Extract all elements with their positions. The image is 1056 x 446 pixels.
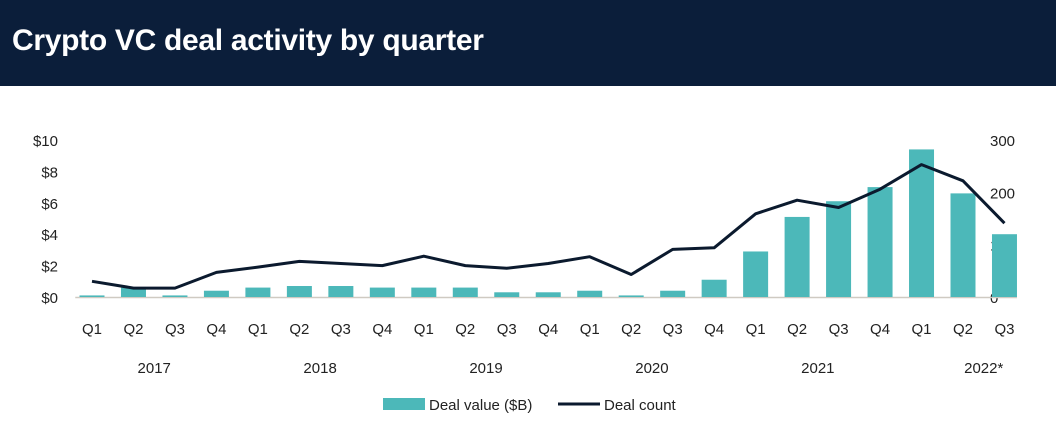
- line-deal-count: [91, 163, 1006, 290]
- bar-deal-value: [867, 187, 893, 297]
- chart-title: Crypto VC deal activity by quarter: [12, 24, 484, 57]
- bar-deal-value: [79, 295, 105, 297]
- bar-deal-value: [411, 287, 437, 297]
- x-tick-label-quarter: Q1: [82, 321, 102, 338]
- left-axis-tick-label: $4: [41, 227, 58, 244]
- bar-deal-value: [286, 286, 312, 297]
- bar-deal-value: [369, 287, 395, 297]
- left-axis-tick-label: $2: [41, 259, 58, 276]
- bar-deal-value: [535, 292, 561, 297]
- x-tick-label-quarter: Q3: [663, 321, 683, 338]
- bar-deal-value: [162, 295, 188, 297]
- x-tick-label-quarter: Q4: [372, 321, 392, 338]
- legend-swatch-deal-value: [383, 398, 425, 410]
- x-tick-label-quarter: Q4: [538, 321, 558, 338]
- x-tick-label-quarter: Q2: [455, 321, 475, 338]
- legend-label-deal-count: Deal count: [604, 397, 677, 414]
- bar-deal-value: [743, 251, 769, 297]
- x-tick-label-quarter: Q2: [953, 321, 973, 338]
- x-tick-label-year: 2020: [635, 360, 668, 377]
- bar-deal-value: [328, 286, 354, 297]
- x-tick-label-quarter: Q2: [123, 321, 143, 338]
- x-tick-label-year: 2019: [469, 360, 502, 377]
- bar-deal-value: [245, 287, 271, 297]
- x-tick-label-quarter: Q1: [912, 321, 932, 338]
- left-axis-tick-label: $6: [41, 196, 58, 213]
- x-tick-label-quarter: Q2: [621, 321, 641, 338]
- x-tick-label-quarter: Q1: [248, 321, 268, 338]
- x-tick-label-quarter: Q4: [206, 321, 226, 338]
- bar-deal-value: [991, 234, 1017, 297]
- left-axis-tick-label: $10: [33, 133, 58, 150]
- bar-deal-value: [452, 287, 478, 297]
- right-axis-tick-label: 300: [990, 133, 1015, 150]
- bar-deal-value: [577, 290, 603, 297]
- x-tick-label-quarter: Q4: [870, 321, 890, 338]
- bar-deal-value: [784, 216, 810, 297]
- x-tick-label-quarter: Q3: [994, 321, 1014, 338]
- left-axis-tick-label: $8: [41, 164, 58, 181]
- x-tick-label-quarter: Q3: [497, 321, 517, 338]
- x-tick-label-quarter: Q1: [414, 321, 434, 338]
- x-tick-label-year: 2022*: [964, 360, 1003, 377]
- x-tick-label-quarter: Q1: [580, 321, 600, 338]
- right-axis-tick-label: 0: [990, 290, 998, 307]
- x-tick-label-quarter: Q2: [289, 321, 309, 338]
- bar-deal-value: [618, 295, 644, 297]
- x-tick-label-quarter: Q3: [829, 321, 849, 338]
- x-tick-label-quarter: Q3: [331, 321, 351, 338]
- legend-label-deal-value: Deal value ($B): [429, 397, 532, 414]
- x-tick-label-year: 2021: [801, 360, 834, 377]
- header-banner: Crypto VC deal activity by quarter: [0, 0, 1056, 86]
- bar-deal-value: [701, 279, 727, 297]
- bar-deal-value: [120, 287, 146, 297]
- x-tick-label-quarter: Q3: [165, 321, 185, 338]
- bar-deal-value: [950, 193, 976, 297]
- x-tick-label-quarter: Q4: [704, 321, 724, 338]
- left-axis-tick-label: $0: [41, 290, 58, 307]
- bar-deal-value: [660, 290, 686, 297]
- bar-deal-value: [909, 149, 935, 297]
- right-axis-tick-label: 200: [990, 185, 1015, 202]
- bar-deal-value: [826, 201, 852, 297]
- bar-deal-value: [203, 290, 229, 297]
- x-tick-label-quarter: Q1: [746, 321, 766, 338]
- x-tick-label-year: 2018: [303, 360, 336, 377]
- x-tick-label-year: 2017: [138, 360, 171, 377]
- x-tick-label-quarter: Q2: [787, 321, 807, 338]
- bar-deal-value: [494, 292, 520, 297]
